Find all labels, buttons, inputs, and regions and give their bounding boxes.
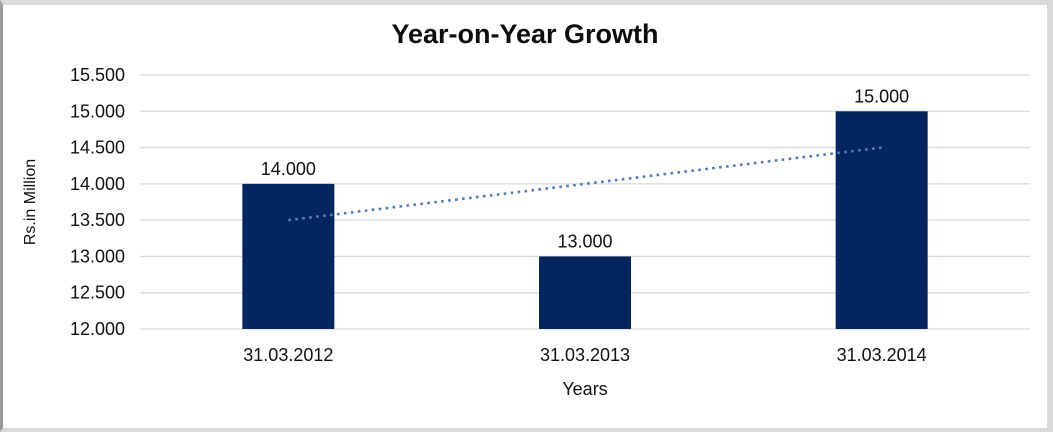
y-tick-label: 13.000 — [70, 246, 125, 266]
y-tick-label: 12.500 — [70, 283, 125, 303]
bar-value-label: 15.000 — [854, 86, 909, 106]
x-tick-label: 31.03.2013 — [540, 345, 630, 365]
bar-value-label: 14.000 — [261, 159, 316, 179]
bar — [835, 111, 928, 330]
x-tick-label: 31.03.2012 — [243, 345, 333, 365]
y-axis-tick-labels: 12.000 12.500 13.000 13.500 14.000 14.500 15.0… — [70, 65, 125, 339]
bar — [242, 183, 335, 329]
y-tick-label: 13.500 — [70, 210, 125, 230]
y-tick-label: 15.000 — [70, 101, 125, 121]
x-axis-title: Years — [562, 379, 607, 399]
year-on-year-growth-chart: Year-on-Year Growth 12.000 12.500 13.000 13… — [22, 19, 1030, 399]
y-tick-label: 14.000 — [70, 174, 125, 194]
y-tick-label: 12.000 — [70, 319, 125, 339]
y-tick-label: 14.500 — [70, 138, 125, 158]
bars — [242, 111, 928, 330]
trendline — [288, 146, 882, 222]
chart-title: Year-on-Year Growth — [391, 19, 658, 49]
x-axis-tick-labels: 31.03.2012 31.03.2013 31.03.2014 — [243, 345, 926, 365]
bar — [539, 256, 631, 329]
y-axis-title: Rs.in Million — [22, 159, 39, 245]
bar-value-labels: 14.000 13.000 15.000 — [261, 86, 909, 251]
bar-value-label: 13.000 — [557, 231, 612, 251]
y-tick-label: 15.500 — [70, 65, 125, 85]
x-tick-label: 31.03.2014 — [837, 345, 927, 365]
